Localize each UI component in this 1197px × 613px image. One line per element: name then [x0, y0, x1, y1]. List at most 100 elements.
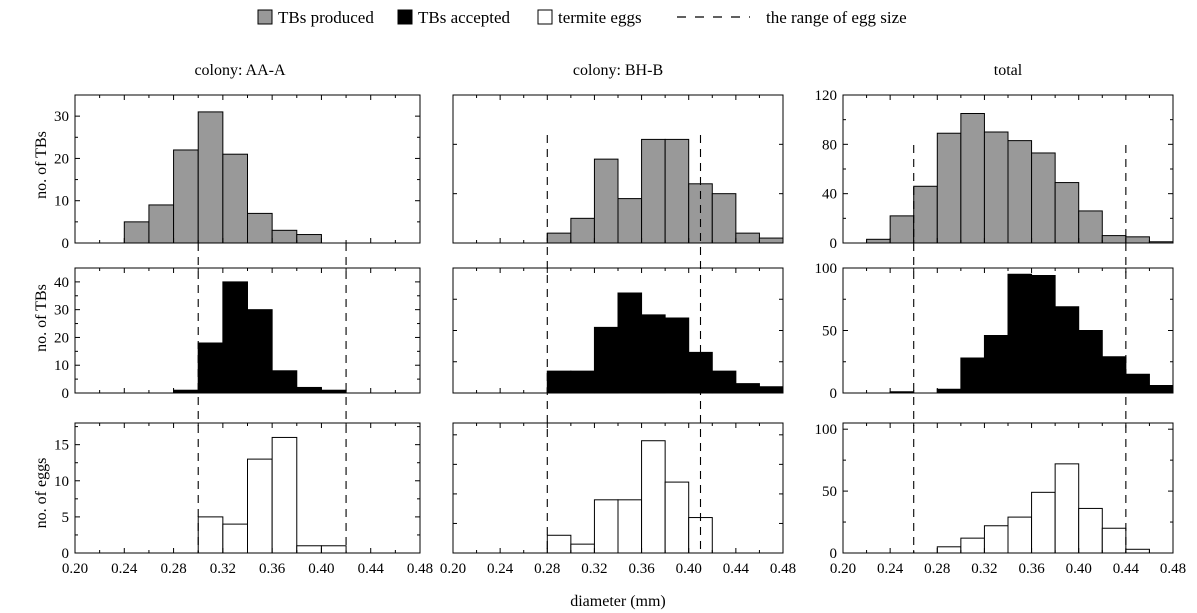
y-tick-label: 120 — [815, 88, 838, 104]
histogram-bar — [1054, 463, 1080, 554]
histogram-bar — [570, 370, 595, 394]
histogram-bar — [617, 499, 643, 554]
x-tick-label: 0.40 — [676, 561, 702, 577]
y-tick-label: 0 — [830, 546, 838, 562]
histogram-bar — [983, 335, 1009, 394]
ylabel-row-1: no. of TBs — [33, 131, 50, 199]
histogram-bar — [1007, 140, 1033, 244]
histogram-bar — [546, 534, 572, 554]
x-tick-label: 0.28 — [924, 561, 950, 577]
x-tick-label: 0.40 — [308, 561, 334, 577]
y-tick-label: 30 — [54, 109, 69, 125]
y-tick-label: 40 — [822, 187, 837, 203]
histogram-bar — [758, 386, 784, 394]
histogram-bar — [1054, 306, 1080, 394]
histogram-bar — [148, 204, 175, 244]
histogram-bar — [1101, 527, 1127, 554]
histogram-bar — [983, 131, 1009, 244]
histogram-bar — [1078, 330, 1103, 394]
histogram-bar — [1125, 548, 1150, 554]
y-tick-label: 50 — [822, 484, 837, 500]
histogram-bar — [296, 545, 322, 554]
ylabel-row-2: no. of TBs — [33, 284, 50, 352]
y-tick-label: 100 — [815, 261, 838, 277]
histogram-bar — [197, 111, 224, 244]
histogram-bar — [960, 537, 985, 554]
x-tick-label: 0.32 — [971, 561, 997, 577]
y-tick-label: 40 — [54, 275, 69, 291]
x-tick-label: 0.44 — [723, 561, 750, 577]
histogram-bar — [711, 193, 737, 244]
legend-label-range: the range of egg size — [766, 8, 907, 27]
panel-colony-bh-b-tbs-produced — [452, 94, 784, 244]
histogram-bar — [1148, 385, 1174, 394]
histogram-bar — [983, 525, 1009, 554]
x-tick-label: 0.20 — [440, 561, 466, 577]
histogram-bar — [1054, 182, 1080, 244]
histogram-bar — [664, 481, 690, 554]
x-tick-label: 0.24 — [877, 561, 904, 577]
histogram-bar — [1101, 235, 1127, 244]
y-tick-label: 100 — [815, 422, 838, 438]
histogram-bar — [1031, 152, 1056, 244]
histogram-bar — [617, 198, 643, 244]
x-tick-label: 0.20 — [62, 561, 88, 577]
histogram-bar — [222, 523, 248, 554]
ylabel-row-3: no. of eggs — [33, 458, 50, 529]
histogram-bar — [664, 317, 690, 394]
histogram-bar — [593, 158, 619, 244]
x-tick-label: 0.36 — [628, 561, 655, 577]
histogram-bar — [247, 309, 273, 394]
x-tick-label: 0.48 — [1160, 561, 1186, 577]
histogram-bar — [173, 389, 199, 394]
legend-swatch-produced — [257, 9, 273, 25]
y-tick-label: 80 — [822, 137, 837, 153]
histogram-bar — [641, 138, 666, 244]
x-tick-label: 0.24 — [111, 561, 138, 577]
x-tick-label: 0.36 — [1018, 561, 1045, 577]
histogram-bar — [960, 357, 985, 394]
histogram-bar — [641, 440, 666, 554]
x-tick-label: 0.28 — [534, 561, 560, 577]
column-title-bh-b: colony: BH-B — [573, 62, 663, 79]
x-tick-label: 0.44 — [358, 561, 385, 577]
y-tick-label: 5 — [62, 510, 70, 526]
histogram-bar — [197, 516, 224, 554]
legend-swatch-eggs — [537, 9, 553, 25]
histogram-bar — [296, 234, 322, 244]
x-tick-label: 0.28 — [160, 561, 186, 577]
column-title-total: total — [994, 62, 1023, 79]
y-tick-label: 15 — [54, 438, 69, 454]
histogram-bar — [320, 545, 347, 554]
histogram-bar — [546, 370, 572, 394]
y-tick-label: 10 — [54, 474, 69, 490]
panel-colony-aa-a-tbs-produced: 0 10 20 30 — [54, 94, 421, 252]
histogram-bar — [1101, 356, 1127, 394]
histogram-bar — [936, 546, 962, 554]
panel-total-tbs-accepted: 0 50 100 — [815, 261, 1174, 402]
histogram-bar — [664, 138, 690, 244]
histogram-bar — [296, 386, 322, 394]
y-tick-label: 0 — [830, 386, 838, 402]
histogram-bar — [593, 326, 619, 394]
histogram-bar — [913, 185, 938, 244]
histogram-bar — [173, 149, 199, 244]
histogram-bar — [1078, 507, 1103, 554]
y-tick-label: 20 — [54, 151, 69, 167]
histogram-bar — [271, 370, 298, 394]
histogram-bar — [1125, 373, 1150, 394]
histogram-bar — [570, 217, 595, 244]
histogram-bar — [197, 342, 224, 394]
histogram-bar — [320, 389, 347, 394]
histogram-bar — [1078, 210, 1103, 244]
histogram-bar — [688, 351, 713, 394]
histogram-bar — [546, 232, 572, 244]
histogram-bar — [735, 232, 760, 244]
panel-colony-bh-b-tbs-accepted — [452, 267, 784, 394]
panel-colony-aa-a-termite-eggs: 0.20 0.24 0.28 0.32 0.36 0.40 0.44 0.48 0 5 10 15 — [54, 422, 433, 577]
histogram-bar — [247, 212, 273, 244]
histogram-bar — [570, 543, 595, 554]
x-tick-label: 0.24 — [487, 561, 514, 577]
x-tick-label: 0.32 — [581, 561, 607, 577]
